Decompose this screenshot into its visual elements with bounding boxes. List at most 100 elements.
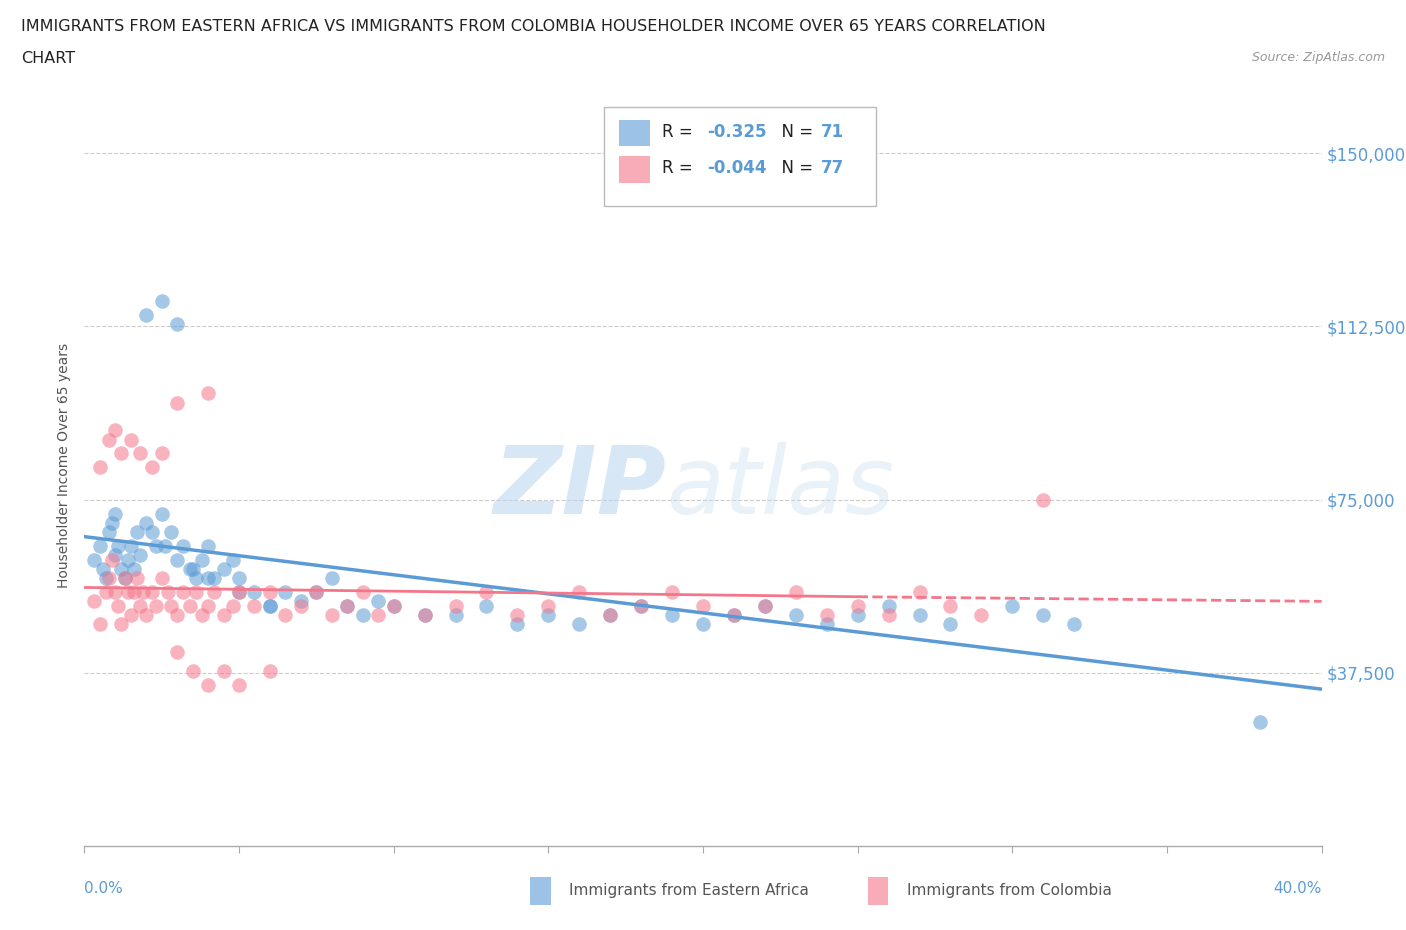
Point xyxy=(475,599,498,614)
Point xyxy=(630,599,652,614)
Point xyxy=(274,608,297,623)
Point xyxy=(290,594,312,609)
Text: IMMIGRANTS FROM EASTERN AFRICA VS IMMIGRANTS FROM COLOMBIA HOUSEHOLDER INCOME OV: IMMIGRANTS FROM EASTERN AFRICA VS IMMIGR… xyxy=(21,19,1046,33)
Point xyxy=(141,525,163,539)
Point xyxy=(129,599,152,614)
Point xyxy=(599,608,621,623)
Point xyxy=(908,608,931,623)
Point xyxy=(150,571,173,586)
Point xyxy=(98,525,121,539)
Point xyxy=(110,617,132,631)
Point xyxy=(153,538,176,553)
Point xyxy=(537,599,560,614)
Point xyxy=(150,294,173,309)
Text: Immigrants from Eastern Africa: Immigrants from Eastern Africa xyxy=(569,884,810,898)
Point xyxy=(89,459,111,474)
Text: atlas: atlas xyxy=(666,443,894,534)
Point xyxy=(129,548,152,563)
Point xyxy=(125,571,148,586)
Point xyxy=(259,663,281,678)
Point xyxy=(179,562,201,577)
Point xyxy=(661,585,683,600)
FancyBboxPatch shape xyxy=(619,120,650,146)
Point xyxy=(259,585,281,600)
Point xyxy=(321,571,343,586)
Point xyxy=(197,677,219,692)
Point xyxy=(305,585,328,600)
Point xyxy=(259,599,281,614)
Point xyxy=(156,585,179,600)
Text: 71: 71 xyxy=(821,123,844,140)
Point xyxy=(145,538,167,553)
Point xyxy=(135,608,157,623)
Point xyxy=(172,538,194,553)
Point xyxy=(506,617,529,631)
Point xyxy=(877,608,900,623)
Text: -0.044: -0.044 xyxy=(707,159,766,177)
Point xyxy=(98,571,121,586)
Point xyxy=(197,571,219,586)
Point xyxy=(197,538,219,553)
Point xyxy=(228,571,250,586)
Point xyxy=(382,599,405,614)
Point xyxy=(321,608,343,623)
Point xyxy=(91,562,114,577)
Text: 0.0%: 0.0% xyxy=(84,881,124,896)
Point xyxy=(290,599,312,614)
Point xyxy=(104,585,127,600)
Point xyxy=(692,599,714,614)
Point xyxy=(104,506,127,521)
Point xyxy=(212,663,235,678)
Point xyxy=(202,585,225,600)
Point xyxy=(141,585,163,600)
Point xyxy=(305,585,328,600)
Point xyxy=(135,515,157,530)
Point xyxy=(181,562,204,577)
Point xyxy=(160,525,183,539)
Point xyxy=(723,608,745,623)
Point xyxy=(723,608,745,623)
Text: Source: ZipAtlas.com: Source: ZipAtlas.com xyxy=(1251,51,1385,64)
Point xyxy=(160,599,183,614)
Point xyxy=(166,395,188,410)
Point xyxy=(202,571,225,586)
Point xyxy=(89,617,111,631)
Text: Immigrants from Colombia: Immigrants from Colombia xyxy=(907,884,1112,898)
Point xyxy=(1032,492,1054,507)
Point xyxy=(129,446,152,461)
Point xyxy=(352,608,374,623)
Point xyxy=(815,617,838,631)
Point xyxy=(179,599,201,614)
Point xyxy=(191,608,214,623)
Point xyxy=(89,538,111,553)
Point xyxy=(908,585,931,600)
Point xyxy=(104,423,127,438)
Point xyxy=(877,599,900,614)
Point xyxy=(222,599,245,614)
Point xyxy=(110,446,132,461)
Point xyxy=(1063,617,1085,631)
Text: 40.0%: 40.0% xyxy=(1274,881,1322,896)
Point xyxy=(785,585,807,600)
Point xyxy=(785,608,807,623)
Point xyxy=(692,617,714,631)
Point xyxy=(228,585,250,600)
Point xyxy=(599,608,621,623)
Point xyxy=(114,571,136,586)
Point xyxy=(939,599,962,614)
Point xyxy=(754,599,776,614)
Point xyxy=(150,446,173,461)
FancyBboxPatch shape xyxy=(619,156,650,183)
Point xyxy=(117,552,139,567)
Point xyxy=(243,599,266,614)
Point xyxy=(661,608,683,623)
Point xyxy=(107,538,129,553)
Point xyxy=(166,552,188,567)
Point xyxy=(94,585,117,600)
Point xyxy=(145,599,167,614)
Point xyxy=(413,608,436,623)
Y-axis label: Householder Income Over 65 years: Householder Income Over 65 years xyxy=(58,342,72,588)
Point xyxy=(132,585,155,600)
Point xyxy=(537,608,560,623)
Point xyxy=(413,608,436,623)
